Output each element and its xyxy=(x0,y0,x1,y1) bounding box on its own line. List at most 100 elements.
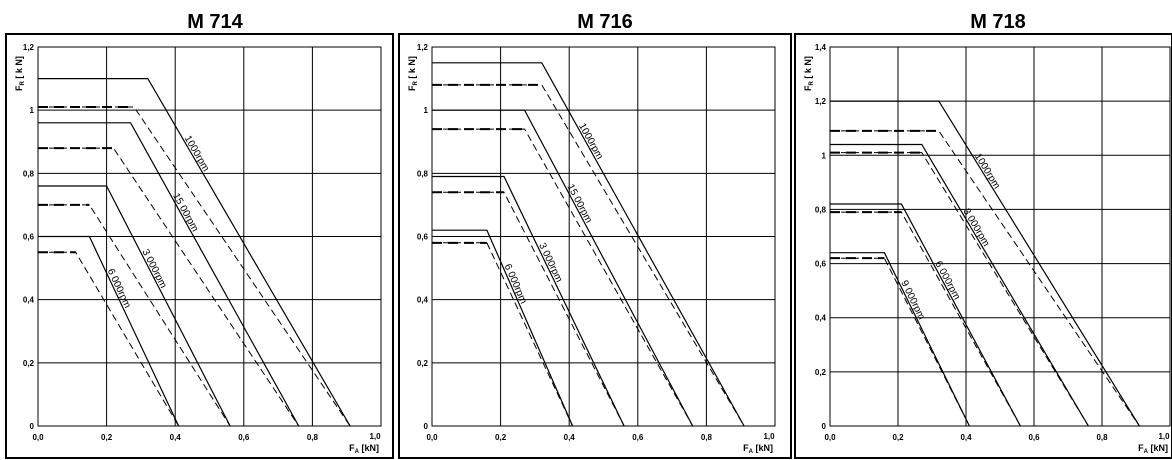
chart-title: M 716 xyxy=(577,11,633,33)
y-tick-label: 0,2 xyxy=(815,368,827,377)
chart-title: M 714 xyxy=(187,11,243,33)
chart-frame xyxy=(5,33,394,459)
chart-frame xyxy=(398,33,792,459)
y-tick-label: 1,2 xyxy=(417,43,429,52)
series-line-solid xyxy=(432,62,745,427)
y-axis-label: FR [ k N] xyxy=(803,56,815,91)
y-tick-label: 1,2 xyxy=(815,97,827,106)
x-axis-label: FA [kN] xyxy=(349,443,379,455)
y-tick-label: 1,2 xyxy=(23,43,35,52)
x-tick-label: 0,2 xyxy=(495,433,507,442)
series-line-dashed xyxy=(830,211,1021,427)
y-tick-label: 0,8 xyxy=(815,205,827,214)
y-axis-label-subscript: R xyxy=(413,81,419,86)
series-line-dashed xyxy=(830,152,1089,427)
series-line-solid xyxy=(38,235,180,427)
x-tick-label: 0,0 xyxy=(426,433,438,442)
y-axis-label-unit: [ k N] xyxy=(407,56,417,79)
series-line-dashed xyxy=(432,128,694,427)
chart-title: M 718 xyxy=(970,11,1026,33)
series-line-solid xyxy=(432,109,694,427)
y-tick-label: 0,6 xyxy=(417,233,429,242)
chart-panel-3: M 718 0,0 0,2 0,4 0,6 0,8 1,0 0 0,2 0,4 0,6 0,8 1 1,2… xyxy=(794,11,1172,459)
y-tick-label: 0,4 xyxy=(417,296,429,305)
y-tick-label: 0,2 xyxy=(417,359,429,368)
y-tick-label: 1 xyxy=(424,106,429,115)
series-line-solid xyxy=(38,77,351,427)
series-label: 3 000rpm xyxy=(536,241,564,284)
y-tick-label: 0,2 xyxy=(23,359,35,368)
x-tick-label: 0,8 xyxy=(701,433,713,442)
x-tick-label: 0,2 xyxy=(892,433,904,442)
y-tick-label: 1,4 xyxy=(815,43,827,52)
chart-panel-2: M 716 0,0 0,2 0,4 0,6 0,8 1,0 0 0,2 0,4 0,6 0,8 1 1,2… xyxy=(398,11,792,459)
series-label: 3 000rpm xyxy=(140,248,169,291)
y-tick-label: 0 xyxy=(30,422,35,431)
x-axis-label-symbol: F xyxy=(349,443,355,453)
x-axis-label-subscript: A xyxy=(355,449,360,455)
y-tick-label: 0,4 xyxy=(23,296,35,305)
y-tick-label: 0,6 xyxy=(815,260,827,269)
plot-area xyxy=(431,46,776,427)
y-axis-label-symbol: F xyxy=(407,85,417,91)
x-axis-label-unit: [kN] xyxy=(1148,443,1168,453)
series-label: 3 000rpm xyxy=(960,207,991,249)
x-tick-label: 0,4 xyxy=(960,433,972,442)
series-label: 1000rpm xyxy=(972,152,1002,191)
x-axis-label-subscript: A xyxy=(749,449,754,455)
y-axis-label-unit: [ k N] xyxy=(803,56,813,79)
y-tick-label: 0,8 xyxy=(23,169,35,178)
y-axis-label: FR [ k N] xyxy=(407,56,419,91)
series-line-dashed xyxy=(830,257,970,427)
series-line-solid xyxy=(38,185,231,427)
y-axis-label-subscript: R xyxy=(20,81,26,86)
plot-area xyxy=(829,46,1171,427)
series-line-solid xyxy=(830,100,1140,427)
x-axis-label-symbol: F xyxy=(743,443,749,453)
series-line-solid xyxy=(38,122,300,427)
y-tick-label: 1 xyxy=(822,151,827,160)
y-tick-label: 0,4 xyxy=(815,314,827,323)
y-tick-label: 0,8 xyxy=(417,169,429,178)
y-axis-label: FR [ k N] xyxy=(14,56,26,91)
x-tick-label: 1,0 xyxy=(369,432,381,441)
x-tick-label: 0,6 xyxy=(1028,433,1040,442)
x-tick-label: 0,4 xyxy=(564,433,576,442)
x-tick-label: 0,0 xyxy=(32,433,44,442)
series-line-solid xyxy=(830,143,1089,427)
x-tick-label: 0,8 xyxy=(307,433,319,442)
x-axis-label: FA [kN] xyxy=(1138,443,1168,455)
x-tick-label: 0,6 xyxy=(238,433,250,442)
series-line-dashed xyxy=(38,106,351,427)
x-axis-label-subscript: A xyxy=(1144,449,1149,455)
series-line-dashed xyxy=(432,242,574,427)
y-axis-label-subscript: R xyxy=(809,81,815,86)
x-tick-label: 1,0 xyxy=(763,432,775,441)
y-tick-label: 1 xyxy=(30,106,35,115)
chart-panel-1: M 714 0,0 0,2 0,4 0,6 0,8 1,0 0 0,2 0,4 0,6 0,8 1 1,2… xyxy=(5,11,394,459)
x-tick-label: 1,0 xyxy=(1158,432,1170,441)
x-axis-label: FA [kN] xyxy=(743,443,773,455)
series-line-solid xyxy=(432,229,574,427)
x-tick-label: 0,0 xyxy=(824,433,836,442)
y-axis-label-symbol: F xyxy=(803,85,813,91)
x-axis-label-unit: [kN] xyxy=(359,443,379,453)
series-line-solid xyxy=(432,175,625,427)
y-tick-label: 0 xyxy=(424,422,429,431)
y-tick-label: 0,6 xyxy=(23,233,35,242)
x-tick-label: 0,8 xyxy=(1096,433,1108,442)
y-tick-label: 0 xyxy=(822,422,827,431)
x-tick-label: 0,2 xyxy=(101,433,113,442)
series-line-solid xyxy=(830,252,970,427)
series-line-solid xyxy=(830,203,1021,427)
series-label: 1000rpm xyxy=(576,122,605,162)
y-axis-label-symbol: F xyxy=(14,85,24,91)
series-label: 6 000rpm xyxy=(105,267,133,310)
y-axis-label-unit: [ k N] xyxy=(14,56,24,79)
x-axis-label-symbol: F xyxy=(1138,443,1144,453)
series-label: 9 000rpm xyxy=(898,279,926,322)
chart-frame xyxy=(794,33,1172,459)
x-tick-label: 0,6 xyxy=(632,433,644,442)
series-label: 1000rpm xyxy=(182,134,211,174)
